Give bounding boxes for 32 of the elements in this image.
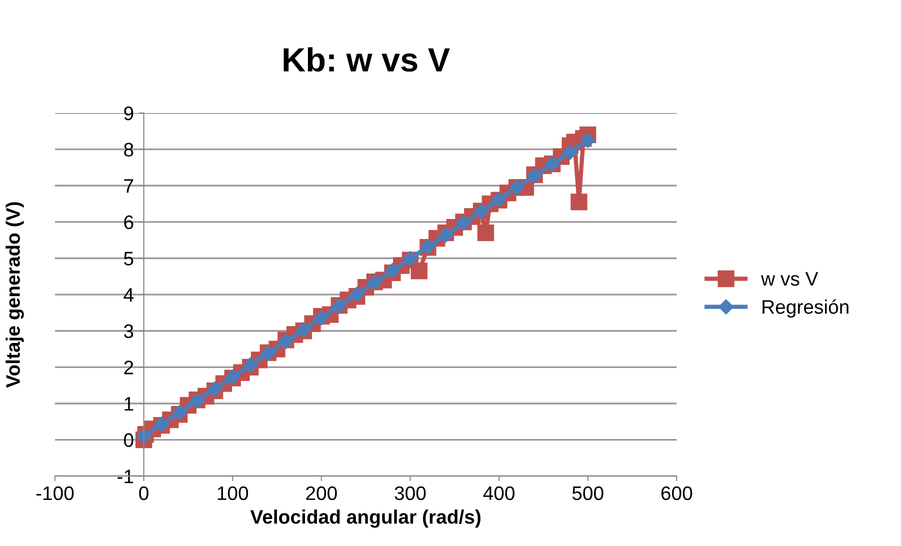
point bbox=[477, 224, 494, 242]
y-tick-label: 6 bbox=[124, 215, 134, 230]
y-tick-label: 2 bbox=[124, 360, 134, 374]
y-tick-label: 1 bbox=[124, 397, 134, 411]
point bbox=[570, 194, 588, 210]
y-tick-label: 5 bbox=[124, 252, 134, 266]
y-axis-title: Voltaje generado (V) bbox=[6, 202, 24, 388]
point bbox=[410, 262, 428, 280]
point bbox=[562, 144, 578, 160]
y-tick-label: 9 bbox=[124, 106, 134, 120]
x-tick-label: 600 bbox=[661, 486, 692, 500]
legend-label: Regresión bbox=[762, 299, 848, 318]
y-tick-label: 7 bbox=[124, 179, 134, 193]
x-tick-label: 500 bbox=[572, 486, 604, 500]
y-tick-label: 0 bbox=[124, 433, 134, 448]
x-tick-label: -100 bbox=[36, 486, 74, 500]
point bbox=[242, 357, 258, 373]
point bbox=[384, 263, 400, 278]
y-tick-label: 8 bbox=[124, 142, 134, 157]
chart-title: Kb: w vs V bbox=[284, 47, 450, 72]
y-tick-label: 3 bbox=[124, 324, 134, 338]
x-tick-label: 200 bbox=[306, 486, 337, 500]
point bbox=[349, 286, 364, 302]
x-tick-label: 300 bbox=[394, 486, 426, 500]
y-tick-label: 4 bbox=[124, 288, 134, 302]
x-tick-label: 100 bbox=[218, 486, 248, 500]
x-tick-label: 0 bbox=[139, 486, 148, 500]
x-tick-label: 400 bbox=[483, 486, 514, 500]
point bbox=[580, 132, 596, 148]
x-axis-title: Velocidad angular (rad/s) bbox=[250, 510, 480, 528]
y-tick-label: -1 bbox=[118, 470, 134, 484]
legend-label: w vs V bbox=[761, 272, 818, 286]
